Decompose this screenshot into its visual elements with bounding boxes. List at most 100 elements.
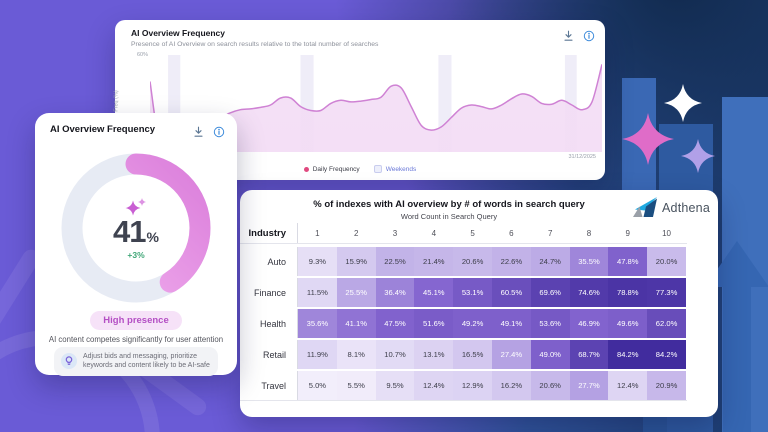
heatmap-cell: 12.4% bbox=[414, 371, 454, 400]
adthena-logo-icon bbox=[633, 197, 658, 217]
heatmap-cell: 49.2% bbox=[453, 309, 492, 338]
heatmap-cell: 20.9% bbox=[647, 371, 686, 400]
heatmap-cell: 47.8% bbox=[608, 247, 648, 276]
presence-badge: High presence bbox=[35, 311, 237, 330]
info-button[interactable] bbox=[582, 29, 595, 42]
presence-badge-label: High presence bbox=[90, 311, 182, 330]
heatmap-cell: 9.3% bbox=[298, 247, 337, 276]
heatmap-cell: 49.1% bbox=[491, 309, 531, 338]
legend-daily-frequency[interactable]: Daily Frequency bbox=[303, 165, 360, 173]
heatmap-cell: 60.5% bbox=[491, 278, 531, 307]
recommendation-tip: Adjust bids and messaging, prioritize ke… bbox=[54, 347, 218, 376]
heatmap-cell: 84.2% bbox=[608, 340, 648, 369]
column-header: 3 bbox=[392, 228, 398, 238]
row-label: Finance bbox=[253, 287, 286, 298]
card-title: AI Overview Frequency bbox=[50, 124, 156, 135]
heatmap-cell: 11.9% bbox=[298, 340, 337, 369]
heatmap-cell: 27.4% bbox=[491, 340, 531, 369]
card-title: AI Overview Frequency bbox=[131, 28, 226, 38]
heatmap-cell: 35.5% bbox=[569, 247, 609, 276]
heatmap-cell: 74.6% bbox=[569, 278, 609, 307]
heatmap-cell: 5.0% bbox=[298, 371, 337, 400]
heatmap-cell: 12.9% bbox=[453, 371, 492, 400]
donut-chart: 41 % +3% bbox=[61, 153, 211, 303]
info-button[interactable] bbox=[212, 125, 225, 138]
legend-label: Weekends bbox=[385, 165, 417, 173]
frequency-donut-card: AI Overview Frequency bbox=[35, 113, 237, 376]
legend-label: Daily Frequency bbox=[312, 165, 360, 173]
legend-weekends[interactable]: Weekends bbox=[373, 165, 417, 173]
presence-description: AI content competes significantly for us… bbox=[48, 335, 224, 344]
legend-swatch-icon bbox=[373, 165, 382, 173]
row-label: Retail bbox=[262, 349, 286, 360]
heatmap-cell: 47.5% bbox=[375, 309, 415, 338]
chart-legend: Daily Frequency Weekends bbox=[115, 165, 605, 173]
download-icon bbox=[564, 30, 573, 41]
heatmap-cell: 12.4% bbox=[608, 371, 648, 400]
heatmap-cell: 49.6% bbox=[608, 309, 648, 338]
heatmap-cell: 15.9% bbox=[336, 247, 376, 276]
table-title: % of indexes with AI overview by # of wo… bbox=[313, 199, 585, 210]
heatmap-cell: 21.4% bbox=[414, 247, 454, 276]
heatmap-cell: 62.0% bbox=[647, 309, 686, 338]
heatmap-cell: 35.6% bbox=[298, 309, 337, 338]
heatmap-cell: 45.1% bbox=[414, 278, 454, 307]
brand-name: Adthena bbox=[662, 200, 710, 215]
heatmap-cell: 78.8% bbox=[608, 278, 648, 307]
info-icon bbox=[583, 30, 594, 41]
legend-dot-icon bbox=[303, 166, 309, 172]
heatmap-cell: 68.7% bbox=[569, 340, 609, 369]
column-header: 10 bbox=[662, 228, 672, 238]
column-header: 5 bbox=[470, 228, 475, 238]
column-header: 4 bbox=[431, 228, 437, 238]
download-button[interactable] bbox=[562, 29, 575, 42]
brand-logo: Adthena bbox=[632, 197, 710, 218]
download-icon bbox=[194, 126, 203, 137]
column-header: 6 bbox=[509, 228, 514, 238]
row-label: Health bbox=[259, 318, 286, 329]
heatmap-cell: 20.6% bbox=[453, 247, 492, 276]
heatmap-cell: 53.6% bbox=[530, 309, 570, 338]
column-header: 1 bbox=[315, 228, 320, 238]
heatmap-cell: 20.6% bbox=[530, 371, 570, 400]
heatmap-cell: 84.2% bbox=[647, 340, 686, 369]
heatmap-cell: 5.5% bbox=[336, 371, 376, 400]
donut-arc bbox=[61, 153, 211, 303]
heatmap-cell: 16.2% bbox=[491, 371, 531, 400]
big-up-arrow-icon bbox=[705, 241, 768, 432]
heatmap-cell: 41.1% bbox=[336, 309, 376, 338]
heatmap-cell: 24.7% bbox=[530, 247, 570, 276]
y-axis-tick: 60% bbox=[136, 52, 148, 58]
heatmap-cell: 69.6% bbox=[530, 278, 570, 307]
heatmap-cell: 49.0% bbox=[530, 340, 570, 369]
white-sparkle bbox=[664, 84, 702, 122]
info-icon bbox=[213, 126, 224, 137]
heatmap-cell: 51.6% bbox=[414, 309, 454, 338]
card-subtitle: Presence of AI Overview on search result… bbox=[131, 41, 379, 48]
heatmap-cell: 16.5% bbox=[453, 340, 492, 369]
heatmap-cell: 22.5% bbox=[375, 247, 415, 276]
row-label: Auto bbox=[267, 256, 286, 267]
heatmap-grid: Industry 1 2 3 4 5 6 7 8 9 10 Auto 9.3% 15.9% 22.5% 21.… bbox=[240, 223, 687, 401]
heatmap-cell: 25.5% bbox=[336, 278, 376, 307]
heatmap-cell: 77.3% bbox=[647, 278, 686, 307]
recommendation-text: Adjust bids and messaging, prioritize ke… bbox=[83, 353, 210, 370]
heatmap-cell: 22.6% bbox=[491, 247, 531, 276]
heatmap-cell: 11.5% bbox=[298, 278, 337, 307]
lightbulb-icon bbox=[61, 353, 77, 370]
download-button[interactable] bbox=[192, 125, 205, 138]
column-header: 9 bbox=[625, 228, 630, 238]
heatmap-cell: 13.1% bbox=[414, 340, 454, 369]
frequency-area-chart bbox=[150, 55, 602, 152]
heatmap-table-card: % of indexes with AI overview by # of wo… bbox=[240, 190, 718, 417]
heatmap-cell: 27.7% bbox=[569, 371, 609, 400]
heatmap-cell: 8.1% bbox=[336, 340, 376, 369]
heatmap-cell: 46.9% bbox=[569, 309, 609, 338]
table-subtitle: Word Count in Search Query bbox=[400, 212, 498, 221]
heatmap-cell: 9.5% bbox=[375, 371, 415, 400]
column-header: 2 bbox=[353, 228, 359, 238]
column-header: 7 bbox=[547, 228, 553, 238]
x-axis-end-date: 31/12/2025 bbox=[568, 154, 596, 160]
column-header: 8 bbox=[586, 228, 592, 238]
